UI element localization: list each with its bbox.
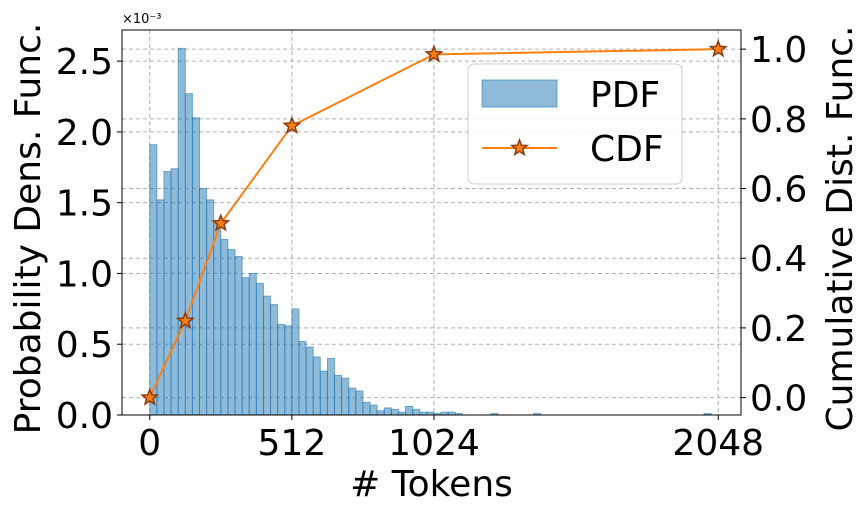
y-right-tick-label: 1.0 <box>750 30 807 71</box>
legend-pdf-label: PDF <box>590 75 660 116</box>
pdf-bar <box>319 370 328 416</box>
pdf-bar <box>149 144 158 416</box>
y-right-tick-label: 0.4 <box>750 239 807 280</box>
x-axis-label: # Tokens <box>350 464 513 505</box>
pdf-bar <box>362 401 371 416</box>
pdf-bar <box>355 390 364 416</box>
pdf-bar <box>298 340 307 416</box>
cdf-marker <box>211 213 231 232</box>
pdf-bar <box>369 404 378 416</box>
legend: PDF CDF <box>467 63 683 185</box>
legend-cdf-label: CDF <box>590 129 664 170</box>
pdf-bar <box>241 277 250 416</box>
y-right-tick-label: 0.6 <box>750 170 807 211</box>
legend-pdf-swatch <box>481 79 558 108</box>
pdf-bar <box>390 408 399 416</box>
pdf-bar <box>213 222 222 416</box>
y-left-tick-label: 1.5 <box>56 184 113 225</box>
pdf-bar <box>220 238 229 416</box>
y-left-tick-label: 0.5 <box>56 325 113 366</box>
pdf-bar <box>284 325 293 416</box>
y-left-tick-label: 2.5 <box>56 42 113 83</box>
pdf-bar <box>277 323 286 416</box>
y-right-tick-label: 0.2 <box>750 309 807 350</box>
pdf-bar <box>341 377 350 416</box>
y-axis-right-label: Cumulative Dist. Func. <box>820 25 861 431</box>
cdf-line <box>148 48 719 399</box>
x-tick-label: 0 <box>138 423 161 464</box>
pdf-bar <box>383 407 392 416</box>
pdf-bar <box>177 47 186 416</box>
y-left-tick-label: 1.0 <box>56 254 113 295</box>
pdf-bar <box>156 199 165 416</box>
pdf-bar <box>412 408 421 416</box>
cdf-marker <box>708 39 728 58</box>
y-axis-left-label: Probability Dens. Func. <box>8 23 49 435</box>
x-tick-label: 512 <box>258 423 327 464</box>
pdf-bar <box>227 248 236 416</box>
y-right-tick-label: 0.0 <box>750 379 807 420</box>
cdf-marker <box>140 387 160 406</box>
pdf-bar <box>170 168 179 416</box>
ticks: 0 512 1024 20480.00.51.01.52.02.50.00.20.40… <box>56 30 808 464</box>
pdf-bar <box>191 117 200 416</box>
pdf-bar <box>234 255 243 416</box>
grid <box>122 30 741 416</box>
pdf-bar <box>262 295 272 416</box>
y-scale-multiplier: ×10⁻³ <box>122 12 162 27</box>
pdf-bar <box>376 410 385 416</box>
pdf-bar <box>312 356 321 416</box>
pdf-bar <box>206 199 215 416</box>
pdf-bar <box>334 374 343 416</box>
x-tick-label: 2048 <box>672 423 764 464</box>
x-tick-label: 1024 <box>388 423 480 464</box>
y-left-tick-label: 2.0 <box>56 113 113 154</box>
pdf-bar <box>163 171 172 416</box>
plot-frame <box>121 29 742 416</box>
pdf-bar <box>326 357 336 416</box>
pdf-bar <box>270 304 279 416</box>
pdf-bar <box>248 272 257 416</box>
pdf-bar <box>184 93 193 416</box>
y-left-tick-label: 0.0 <box>56 396 113 437</box>
cdf-marker <box>424 44 444 63</box>
pdf-bar <box>405 406 414 416</box>
pdf-bar <box>198 188 208 416</box>
cdf-series <box>140 39 728 406</box>
pdf-bar <box>291 308 300 416</box>
cdf-marker <box>175 310 195 330</box>
cdf-marker <box>282 115 302 134</box>
pdf-bar <box>305 346 314 416</box>
pdf-bar <box>348 387 357 416</box>
y-right-tick-label: 0.8 <box>750 100 807 141</box>
pdf-bar <box>255 282 264 416</box>
legend-cdf-marker <box>509 137 530 157</box>
